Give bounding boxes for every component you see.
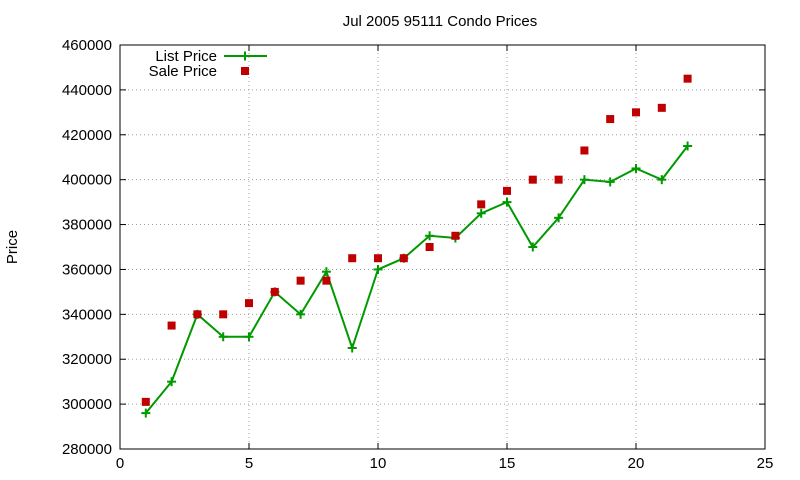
list-price-point: [296, 309, 306, 319]
sale-price-point: [580, 146, 589, 155]
sale-price-point: [296, 276, 305, 285]
y-tick-label: 280000: [62, 441, 112, 458]
x-tick-label: 20: [628, 455, 645, 472]
plot-frame: [119, 44, 766, 450]
sale-price-point: [683, 74, 692, 83]
axis-ticks: 0 5 10 15 20 25 280000 300000 320000 340000 360000…: [62, 37, 773, 472]
y-tick-label: 380000: [62, 217, 112, 234]
sale-price-point: [451, 231, 460, 240]
y-tick-label: 440000: [62, 82, 112, 99]
y-tick-label: 360000: [62, 261, 112, 278]
sale-price-point: [348, 254, 357, 263]
list-price-point: [502, 197, 512, 207]
y-tick-label: 300000: [62, 396, 112, 413]
x-tick-label: 10: [370, 455, 387, 472]
sale-price-point: [322, 276, 331, 285]
x-tick-label: 0: [116, 455, 124, 472]
chart-title: Jul 2005 95111 Condo Prices: [343, 13, 538, 30]
sale-price-point: [245, 299, 253, 308]
list-price-point: [244, 332, 254, 342]
sale-price-point: [606, 115, 615, 124]
sale-price-point: [399, 254, 408, 263]
list-price-point: [579, 175, 589, 185]
list-price-point: [218, 332, 228, 342]
list-price-line: [145, 145, 689, 414]
list-price-point: [321, 267, 331, 277]
list-price-point: [347, 343, 357, 353]
list-price-point: [605, 177, 615, 187]
list-price-point: [657, 175, 667, 185]
series: [141, 74, 693, 418]
legend-label: List Price: [155, 48, 217, 65]
sale-price-point: [657, 103, 666, 112]
sale-price-series: [141, 74, 692, 406]
sale-price-point: [554, 175, 563, 184]
legend-marker: [241, 67, 249, 75]
sale-price-point: [528, 175, 537, 184]
y-axis-label: Price: [4, 230, 21, 264]
list-price-point: [373, 264, 383, 274]
list-price-point: [528, 242, 538, 252]
y-tick-label: 340000: [62, 306, 112, 323]
legend-item-sale-price: Sale Price: [149, 63, 249, 80]
sale-price-point: [374, 254, 382, 263]
y-tick-label: 460000: [62, 37, 112, 54]
list-price-point: [167, 377, 177, 387]
sale-price-point: [503, 186, 511, 195]
sale-price-point: [219, 310, 228, 319]
x-tick-label: 25: [757, 455, 774, 472]
sale-price-point: [270, 287, 279, 296]
x-tick-label: 15: [499, 455, 516, 472]
sale-price-point: [477, 200, 486, 209]
legend-marker: [240, 51, 250, 61]
legend-item-list-price: List Price: [155, 48, 267, 65]
sale-price-point: [141, 397, 150, 406]
list-price-point: [141, 408, 151, 418]
sale-price-point: [425, 243, 434, 251]
legend-label: Sale Price: [149, 63, 217, 80]
sale-price-point: [632, 108, 640, 117]
y-tick-label: 420000: [62, 127, 112, 144]
list-price-point: [631, 163, 641, 173]
sale-price-point: [167, 321, 176, 330]
list-price-point: [554, 213, 564, 223]
list-price-point: [683, 141, 693, 151]
x-tick-label: 5: [245, 455, 253, 472]
grid: [120, 45, 765, 449]
y-tick-label: 320000: [62, 351, 112, 368]
y-tick-label: 400000: [62, 172, 112, 189]
list-price-point: [425, 231, 435, 241]
list-price-series: [141, 141, 693, 418]
list-price-point: [476, 208, 486, 218]
sale-price-point: [193, 310, 202, 319]
